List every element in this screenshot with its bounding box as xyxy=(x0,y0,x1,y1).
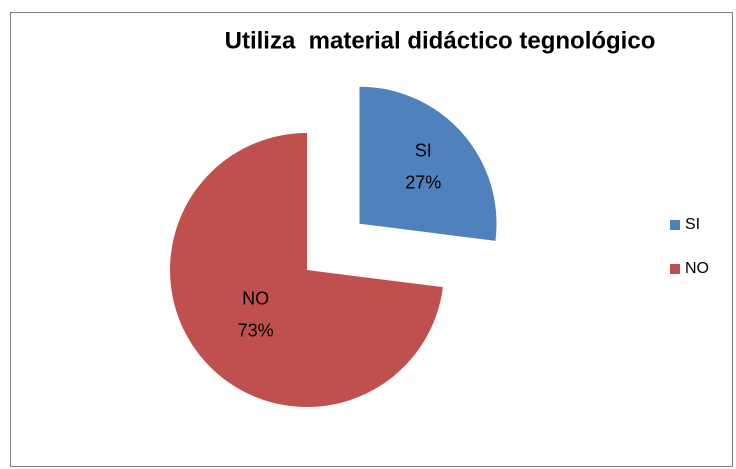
pie-slice xyxy=(169,133,443,407)
data-label: SI 27% xyxy=(405,140,441,192)
legend-label: SI xyxy=(685,216,700,233)
data-label-value: 73% xyxy=(238,320,274,340)
data-label-category: SI xyxy=(415,140,432,160)
chart-title: Utiliza material didáctico tegnológico xyxy=(225,27,656,54)
legend-swatch xyxy=(670,264,680,274)
pie-slice xyxy=(359,86,497,241)
data-label-category: NO xyxy=(242,288,269,308)
legend-label: NO xyxy=(685,260,709,277)
chart-border xyxy=(10,12,733,467)
data-label: NO 73% xyxy=(238,288,274,340)
legend-swatch xyxy=(670,220,680,230)
data-label-value: 27% xyxy=(405,172,441,192)
